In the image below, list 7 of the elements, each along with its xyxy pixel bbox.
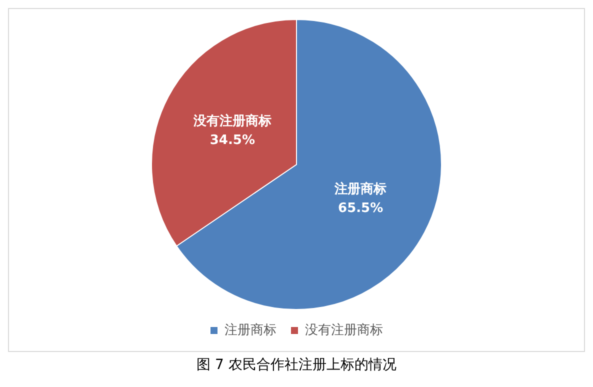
data-label: 65.5% (338, 200, 384, 216)
slice-label: 没有注册商标 (192, 112, 272, 129)
legend-label: 没有注册商标 (305, 322, 383, 338)
data-label: 34.5% (210, 132, 255, 148)
caption: 图 7 农民合作社注册上标的情况 (196, 356, 398, 374)
slice-label: 注册商标 (334, 180, 387, 197)
legend-label: 注册商标 (224, 322, 276, 338)
